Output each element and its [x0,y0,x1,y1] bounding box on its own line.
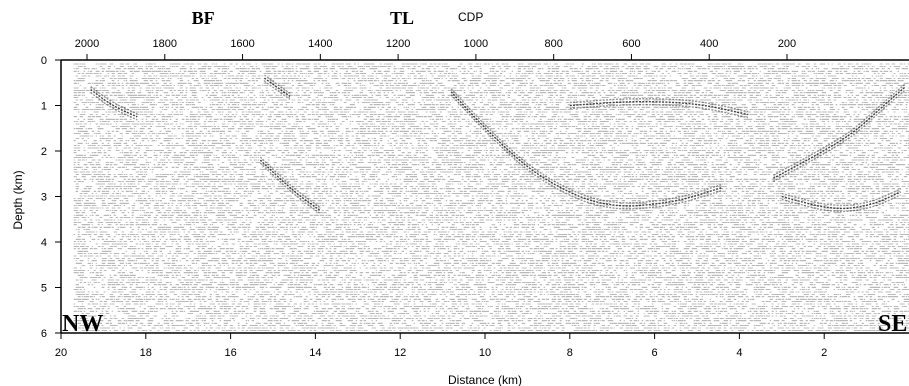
reflector-west-shallow [90,92,138,121]
distance-tick-label: 4 [736,347,742,359]
distance-tick-label: 8 [567,347,573,359]
depth-tick-label: 4 [41,237,47,249]
reflector-bowl [450,91,723,207]
reflector-east-deep [781,191,901,210]
depth-tick-label: 0 [41,55,47,67]
marker-bf: BF [192,8,215,28]
seismic-image [61,60,909,333]
marker-tl: TL [390,8,414,28]
distance-tick-label: 6 [652,347,658,359]
reflector-bowl [450,94,723,210]
cdp-axis-title: CDP [458,10,483,24]
distance-axis-title: Distance (km) [448,373,522,386]
reflector-bf [264,74,291,94]
depth-tick-label: 2 [41,146,47,158]
reflector-mid [259,156,321,208]
plot-background [61,60,909,333]
cdp-tick-label: 1600 [230,38,254,50]
depth-tick-label: 5 [41,283,47,295]
reflector-east-deep [781,188,901,207]
corner-label-nw: NW [62,311,103,337]
depth-tick-label: 1 [41,101,47,113]
cdp-tick-label: 800 [544,38,562,50]
seismic-reflectors [90,74,906,214]
cdp-tick-label: 1400 [308,38,332,50]
reflector-bf [264,80,291,100]
noise-strokes [73,63,909,333]
distance-tick-label: 16 [224,347,236,359]
depth-tick-label: 3 [41,192,47,204]
distance-tick-label: 2 [821,347,827,359]
cdp-tick-label: 1800 [153,38,177,50]
reflector-east-deep [781,194,901,213]
reflector-east-dipping [772,86,906,179]
structure-markers: BF TL [192,8,414,28]
cdp-axis: 2000 1800 1600 1400 1200 1000 800 600 400 200 [75,38,796,60]
reflector-shallow-center [569,97,749,113]
reflector-west-shallow [90,89,138,118]
distance-tick-label: 10 [479,347,491,359]
reflector-east-dipping [772,83,906,176]
reflector-bowl [450,88,723,204]
cdp-tick-label: 2000 [75,38,99,50]
distance-tick-label: 20 [55,347,67,359]
reflector-shallow-center [569,100,749,116]
depth-axis: 0 1 2 3 4 5 6 [41,55,61,340]
reflector-east-dipping [772,89,906,182]
cdp-tick-label: 400 [700,38,718,50]
reflector-shallow-center [569,103,749,119]
seismic-noise [73,63,909,333]
reflector-mid [259,159,321,211]
cdp-tick-label: 600 [622,38,640,50]
reflector-bf [264,77,291,97]
distance-tick-label: 14 [309,347,321,359]
cdp-tick-label: 1200 [386,38,410,50]
distance-tick-label: 18 [140,347,152,359]
distance-axis: 20 18 16 14 12 10 8 6 4 2 [55,333,827,359]
cdp-tick-label: 1000 [464,38,488,50]
reflector-mid [259,162,321,214]
distance-tick-label: 12 [394,347,406,359]
corner-label-se: SE [878,311,907,337]
reflector-west-shallow [90,86,138,115]
depth-axis-title: Depth (km) [11,170,25,229]
cdp-tick-label: 200 [778,38,796,50]
depth-tick-label: 6 [41,328,47,340]
